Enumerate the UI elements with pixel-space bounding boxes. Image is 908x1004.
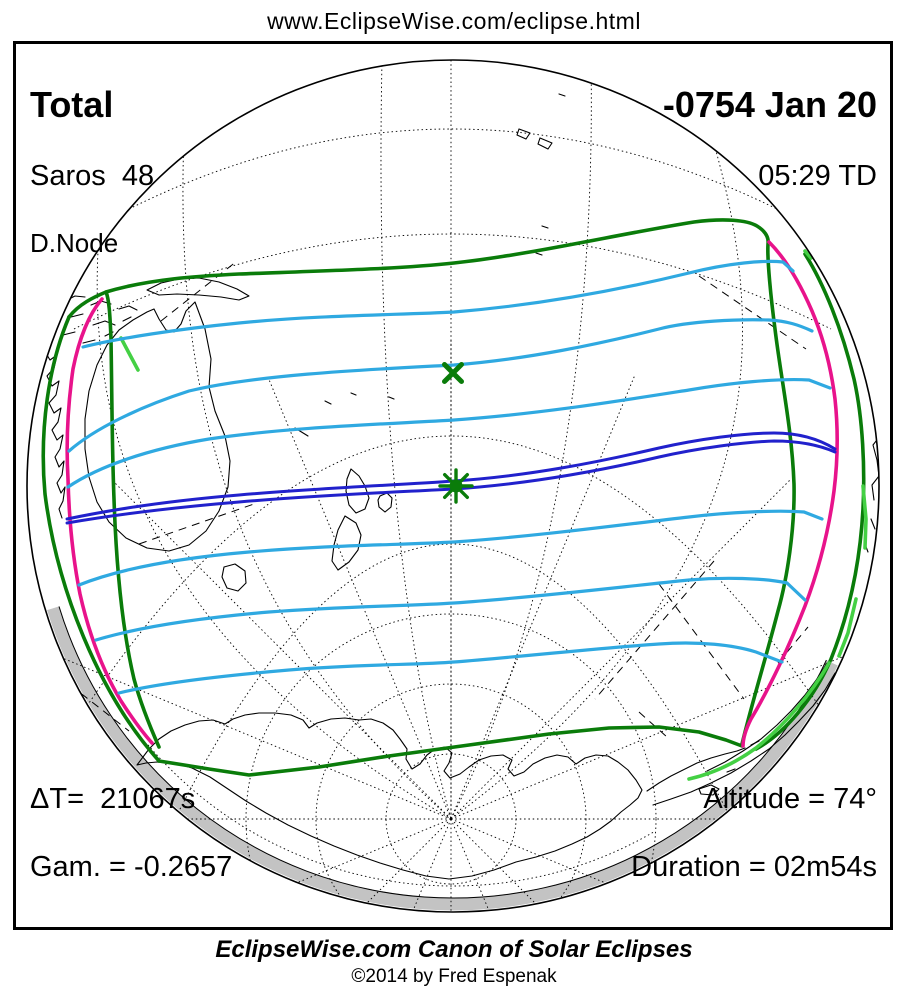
footer-title: EclipseWise.com Canon of Solar Eclipses [215, 936, 693, 963]
penumbral-limit-north [67, 218, 796, 746]
magnitude-line [67, 318, 814, 453]
penumbral-limit-south [157, 725, 744, 777]
title-block: Total Saros 48 D.Node [30, 54, 154, 289]
greatest-eclipse-marker [438, 468, 474, 504]
rise-set-segment [803, 249, 813, 260]
rise-set-segment [861, 484, 868, 550]
footer-copyright: ©2014 by Fred Espenak [351, 966, 557, 987]
magnitude-line [117, 641, 784, 695]
magnitude-line [77, 509, 824, 587]
eclipse-time: 05:29 TD [758, 159, 877, 192]
eclipse-curves [41, 218, 868, 781]
graticule [27, 60, 879, 912]
eclipse-date: -0754 Jan 20 [662, 83, 877, 125]
max-eclipse-sunset-east [741, 240, 839, 748]
subsolar-point-marker [442, 362, 464, 384]
night-shading [47, 606, 838, 911]
gamma-value: Gam. = -0.2657 [30, 850, 233, 883]
max-eclipse-sunset-west [65, 297, 154, 745]
eclipse-globe-map [26, 59, 880, 913]
globe-limb [26, 59, 880, 913]
map-frame: Total Saros 48 D.Node -0754 Jan 20 05:29… [13, 41, 893, 930]
umbral-path-south-limit [65, 439, 837, 525]
penumbral-limit-east [754, 252, 866, 751]
rise-set-segment [837, 597, 858, 658]
rise-set-segment [119, 336, 140, 372]
rise-set-segment [687, 661, 831, 781]
node-label: D.Node [30, 228, 119, 259]
altitude-value: Altitude = 74° [703, 782, 877, 815]
saros-series: Saros 48 [30, 159, 155, 192]
duration-value: Duration = 02m54s [631, 850, 877, 883]
eclipse-type: Total [30, 83, 114, 125]
umbral-path-north-limit [65, 431, 837, 521]
magnitude-line [81, 259, 795, 349]
altitude-duration-block: Altitude = 74° Duration = 02m54s [631, 746, 877, 915]
delta-t-value: ΔT= 21067s [30, 782, 196, 815]
date-block: -0754 Jan 20 05:29 TD [663, 54, 877, 224]
magnitude-line [94, 576, 807, 642]
delta-gamma-block: ΔT= 21067s Gam. = -0.2657 [30, 746, 232, 915]
header-url: www.EclipseWise.com/eclipse.html [267, 8, 641, 34]
penumbral-limit-west [41, 315, 161, 763]
magnitude-line [66, 377, 832, 489]
